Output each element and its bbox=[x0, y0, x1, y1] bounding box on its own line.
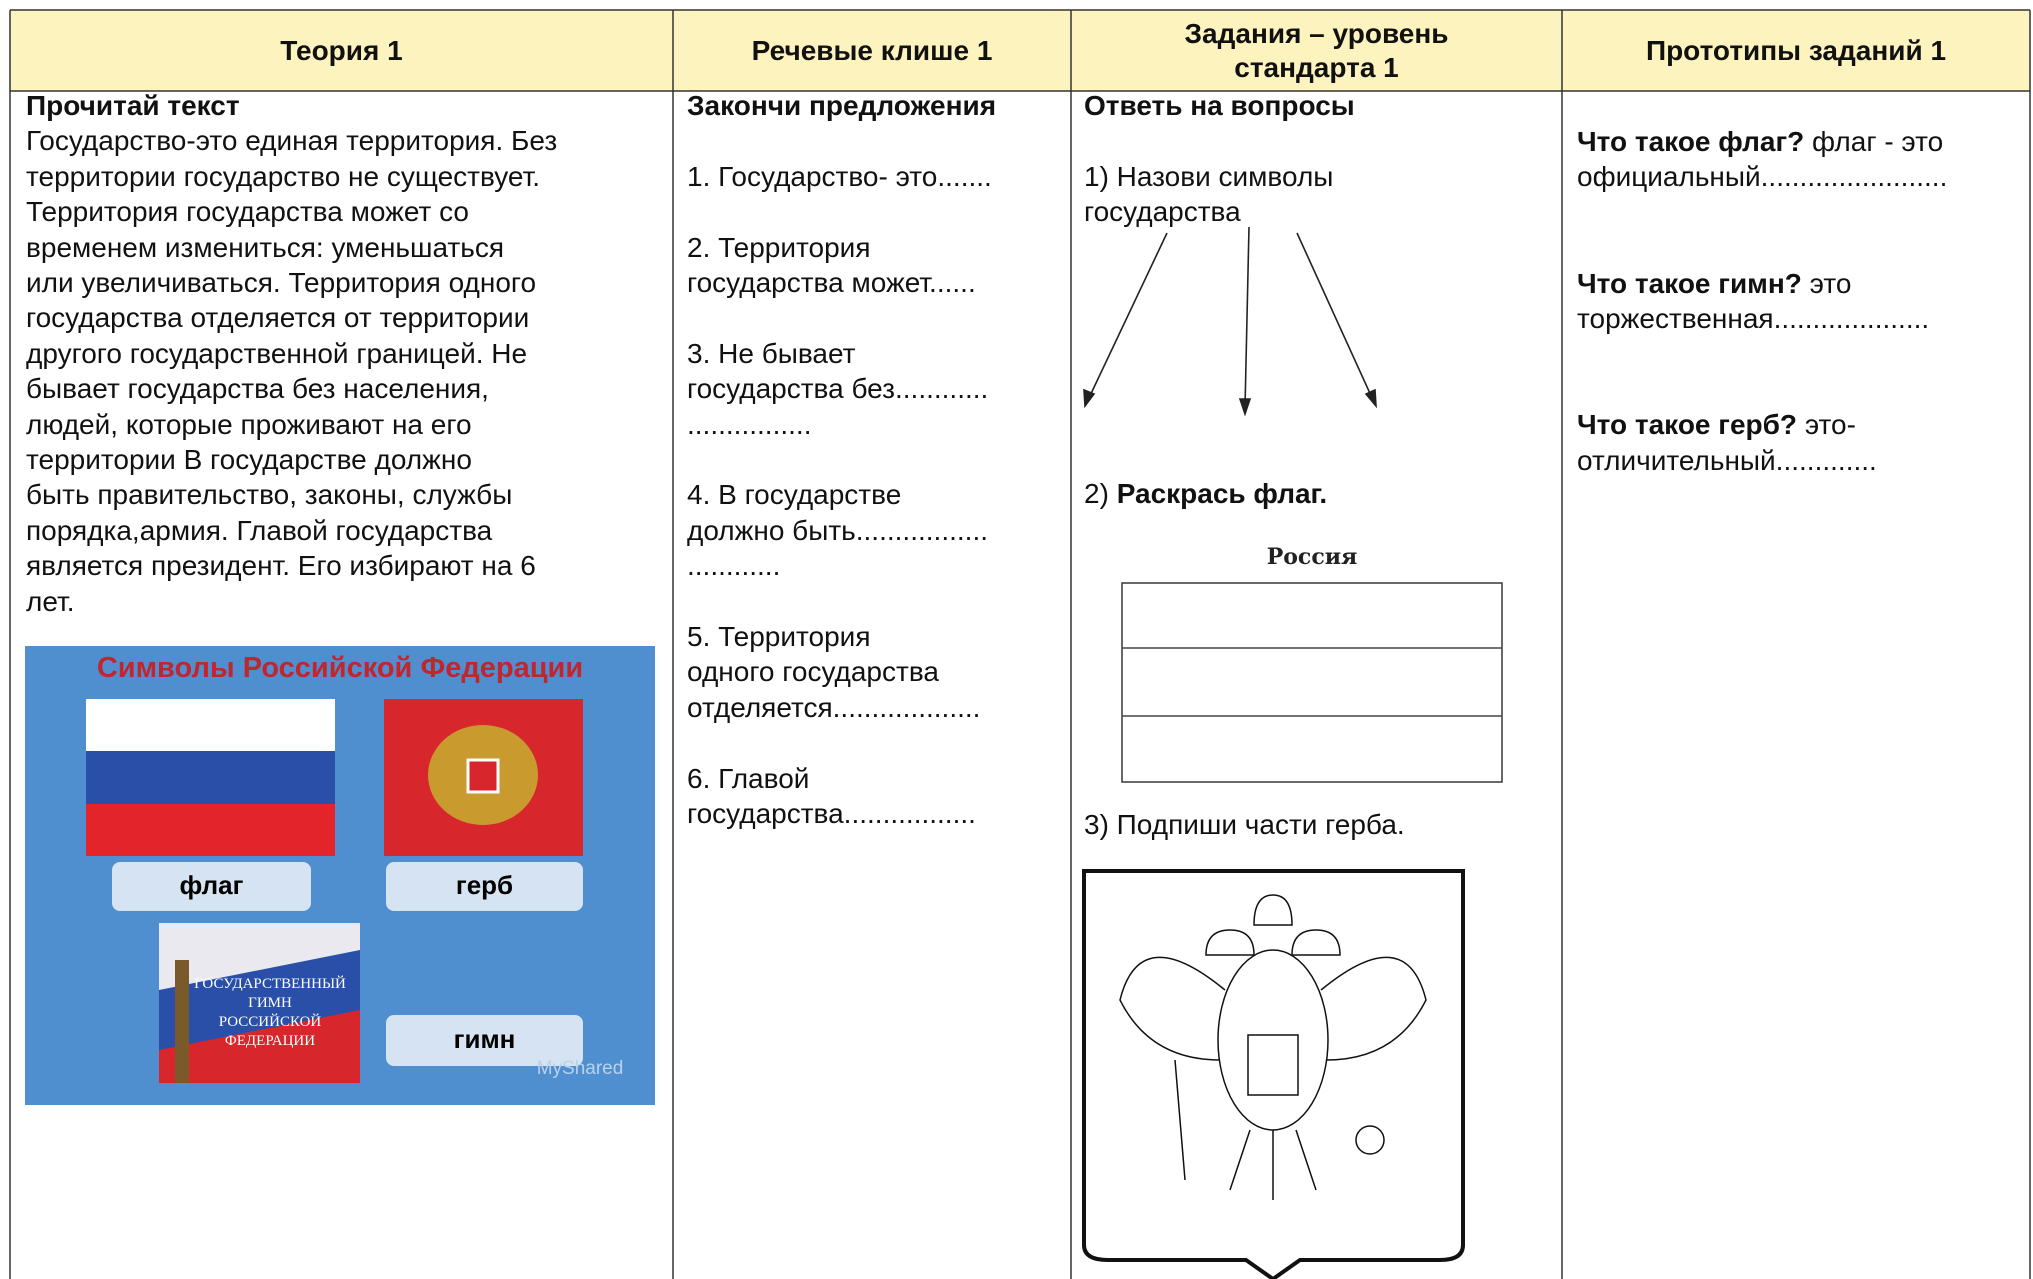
text-line: Территория государства может со bbox=[26, 196, 469, 228]
text-line: 4. В государстве bbox=[687, 479, 902, 511]
text-line: является президент. Его избирают на 6 bbox=[26, 550, 536, 582]
text-line: быть правительство, законы, службы bbox=[26, 479, 513, 511]
text-line: территории В государстве должно bbox=[26, 444, 472, 476]
text-line: людей, которые проживают на его bbox=[26, 408, 472, 440]
task-1: 1) Назови символы государства bbox=[1084, 159, 1355, 230]
arrows bbox=[1083, 226, 1377, 417]
text-line: или увеличиваться. Территория одного bbox=[26, 267, 537, 299]
task-2: 2) Раскрась флаг. bbox=[1084, 476, 1327, 511]
phrases-heading: Закончи предложения bbox=[687, 90, 997, 121]
phrase-item: 2. Территория государства может...... bbox=[687, 230, 996, 301]
prototype-item: Что такое герб? это-отличительный.......… bbox=[1577, 407, 2017, 478]
text-line: 1. Государство- это....... bbox=[687, 160, 992, 192]
text-line: другого государственной границей. Не bbox=[26, 337, 528, 369]
theory-text: Государство-это единая территория. Без те… bbox=[26, 123, 557, 619]
symbols-picture bbox=[25, 646, 655, 1105]
text-line: государства отделяется от территории bbox=[26, 302, 530, 334]
header-cell: Речевые клише 1 bbox=[673, 10, 1071, 91]
tasks-heading: Ответь на вопросы bbox=[1084, 90, 1355, 121]
text-line: ГОСУДАРСТВЕННЫЙ bbox=[194, 976, 346, 992]
header-bg bbox=[10, 10, 2030, 91]
text-line: государства bbox=[1084, 196, 1241, 228]
task-number: 2) bbox=[1084, 478, 1109, 509]
task-3: 3) Подпиши части герба. bbox=[1084, 809, 1405, 840]
text-line: Задания – уровень bbox=[1184, 17, 1449, 49]
question: Что такое герб? bbox=[1577, 409, 1798, 441]
text-line: ................ bbox=[687, 408, 812, 440]
text-line: государства может...... bbox=[687, 267, 976, 298]
text-line: Государство-это единая территория. Без bbox=[26, 125, 558, 157]
answer: флаг - это официальный..................… bbox=[1577, 126, 1948, 193]
text-line: 3. Не бывает bbox=[687, 337, 856, 369]
flag-outline bbox=[1121, 582, 1503, 783]
text-line: ФЕДЕРАЦИИ bbox=[224, 1033, 316, 1049]
header-cell: Прототипы заданий 1 bbox=[1562, 10, 2030, 91]
text-line: 1) Назови символы bbox=[1084, 160, 1334, 192]
watermark: MyShared bbox=[536, 1058, 624, 1079]
text-line: должно быть................. bbox=[687, 514, 988, 546]
flag-caption: Россия bbox=[1266, 544, 1358, 570]
text-line: территории государство не существует. bbox=[26, 160, 541, 192]
image-title: Символы Российской Федерации bbox=[96, 652, 584, 684]
prototypes-block: Что такое флаг? флаг - это официальный..… bbox=[1577, 124, 2017, 549]
task-text: Раскрась флаг. bbox=[1116, 478, 1328, 509]
header-cell: Теория 1 bbox=[10, 10, 673, 91]
text-line: 2. Территория bbox=[687, 231, 871, 263]
answer: это-отличительный............. bbox=[1577, 409, 1877, 476]
text-line: лет. bbox=[26, 585, 75, 617]
text-line: Теория 1 bbox=[280, 34, 403, 66]
image-label: гимн bbox=[453, 1024, 516, 1054]
phrase-item: 4. В государстве должно быть.............… bbox=[687, 477, 996, 583]
text-line: государства................. bbox=[687, 798, 976, 830]
text-line: государства без............ bbox=[687, 373, 989, 405]
phrase-item: 1. Государство- это....... bbox=[687, 159, 996, 194]
prototype-item: Что такое гимн? это торжественная.......… bbox=[1577, 266, 2017, 337]
theory-block: Прочитай текст Государство-это единая те… bbox=[26, 88, 557, 619]
text-line: одного государства bbox=[687, 656, 939, 688]
text-line: отделяется................... bbox=[687, 691, 981, 723]
header-cell: Задания – уровень стандарта 1 bbox=[1071, 10, 1562, 91]
answer: это торжественная.................... bbox=[1577, 267, 1930, 335]
table-grid bbox=[9, 9, 2031, 1279]
prototype-item: Что такое флаг? флаг - это официальный..… bbox=[1577, 124, 2017, 195]
question: Что такое гимн? bbox=[1577, 267, 1802, 299]
phrase-item: 6. Главой государства................. bbox=[687, 761, 996, 832]
text-line: 5. Территория bbox=[687, 621, 871, 653]
text-line: ГИМН bbox=[248, 995, 292, 1011]
text-line: ............ bbox=[687, 550, 781, 582]
phrase-list: 1. Государство- это....... 2. Территория г… bbox=[687, 159, 996, 832]
text-line: порядка,армия. Главой государства bbox=[26, 514, 493, 546]
question: Что такое флаг? bbox=[1577, 126, 1805, 157]
text-line: временем измениться: уменьшаться bbox=[26, 231, 504, 263]
text-line: бывает государства без населения, bbox=[26, 373, 489, 405]
phrases-block: Закончи предложения 1. Государство- это.… bbox=[687, 88, 996, 867]
phrase-item: 3. Не бывает государства без.............… bbox=[687, 336, 996, 442]
text-line: РОССИЙСКОЙ bbox=[218, 1014, 322, 1030]
text-line: Прототипы заданий 1 bbox=[1645, 34, 1947, 66]
text-line: стандарта 1 bbox=[1234, 51, 1399, 83]
text-line: Речевые клише 1 bbox=[751, 34, 993, 66]
phrase-item: 5. Территория одного государства отделяетс… bbox=[687, 619, 996, 725]
tasks-block: Ответь на вопросы 1) Назови символы госуд… bbox=[1084, 88, 1355, 230]
anthem-cover: ГОСУДАРСТВЕННЫЙ ГИМН РОССИЙСКОЙ ФЕДЕРАЦИИ bbox=[180, 975, 360, 1051]
theory-heading: Прочитай текст bbox=[26, 90, 240, 121]
coat-of-arms-shield bbox=[1082, 869, 1465, 1279]
image-label: герб bbox=[455, 870, 514, 900]
image-label: флаг bbox=[179, 870, 244, 900]
text-line: 6. Главой bbox=[687, 762, 810, 794]
